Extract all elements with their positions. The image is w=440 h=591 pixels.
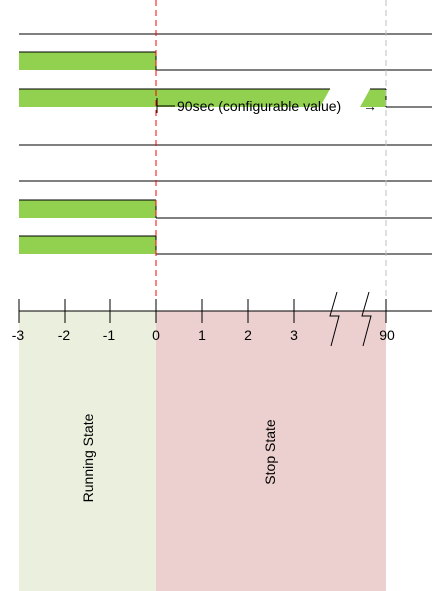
duration-label: 90sec (configurable value) [177, 98, 341, 114]
stop-state-label: Stop State [262, 419, 278, 485]
running-state-label: Running State [80, 413, 96, 502]
axis-break-mark [361, 291, 372, 347]
signal-row-3 [19, 88, 432, 108]
tick-label: 1 [198, 327, 206, 343]
tick-label: 90 [379, 327, 395, 343]
signal-2-active-bar [19, 52, 156, 70]
tick-label: 0 [152, 327, 160, 343]
tick-label: 2 [244, 327, 252, 343]
signal-3-active-bar-right [360, 89, 386, 107]
tick-label: -3 [12, 327, 25, 343]
duration-arrow: → [363, 98, 377, 114]
axis-break-mark [329, 291, 340, 347]
signal-row-2 [19, 51, 432, 71]
running-state-zone [19, 311, 156, 591]
signal-row-7 [19, 235, 432, 255]
signal-6-active-bar [19, 200, 156, 218]
stop-state-zone [156, 311, 386, 591]
signal-7-active-bar [19, 236, 156, 254]
tick-label: 3 [290, 327, 298, 343]
tick-label: -1 [103, 327, 116, 343]
time-axis: -3 -2 -1 0 1 2 3 90 [12, 291, 432, 347]
signal-row-6 [19, 199, 432, 219]
signal-3-active-bar-left [19, 89, 330, 107]
duration-annotation: 90sec (configurable value) → [156, 98, 377, 114]
tick-label: -2 [58, 327, 71, 343]
